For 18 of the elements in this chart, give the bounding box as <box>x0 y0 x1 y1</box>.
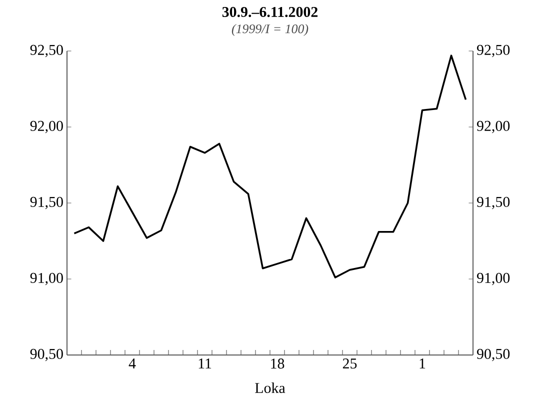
x-tick-label: 4 <box>128 358 136 368</box>
y2-tick-label: 92,00 <box>30 120 63 134</box>
x-axis-title: Loka <box>255 382 286 394</box>
y2-tick-label: 92,50 <box>30 44 63 58</box>
y-tick-label: 92,50 <box>477 44 510 58</box>
y2-tick-label: 90,50 <box>30 348 63 362</box>
y-tick-label: 90,50 <box>477 348 510 362</box>
x-tick-label: 11 <box>198 358 212 368</box>
chart-subtitle: (1999/I = 100) <box>232 24 308 36</box>
x-tick-label: 18 <box>271 358 284 369</box>
y-tick-label: 91,50 <box>477 196 510 210</box>
y-tick-label: 91,00 <box>477 272 510 286</box>
x-tick-label: 25 <box>342 358 357 369</box>
y2-tick-label: 91,50 <box>30 196 63 210</box>
y-tick-label: 92,00 <box>477 120 510 134</box>
y2-tick-label: 91,00 <box>30 272 63 286</box>
x-tick-label: 1 <box>420 358 426 368</box>
chart-title: 30.9.–6.11.2002 <box>222 6 318 18</box>
